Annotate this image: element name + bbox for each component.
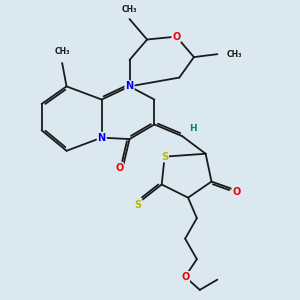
Text: O: O (232, 187, 241, 197)
Text: O: O (115, 164, 123, 173)
Text: N: N (98, 133, 106, 142)
Text: O: O (172, 32, 181, 42)
Text: CH₃: CH₃ (122, 5, 137, 14)
Text: H: H (189, 124, 196, 133)
Text: O: O (181, 272, 189, 282)
Text: N: N (125, 81, 134, 92)
Text: N: N (125, 81, 134, 92)
Text: CH₃: CH₃ (54, 46, 70, 56)
Text: CH₃: CH₃ (226, 50, 242, 59)
Text: S: S (161, 152, 168, 162)
Text: S: S (135, 200, 142, 210)
Text: N: N (98, 133, 106, 142)
